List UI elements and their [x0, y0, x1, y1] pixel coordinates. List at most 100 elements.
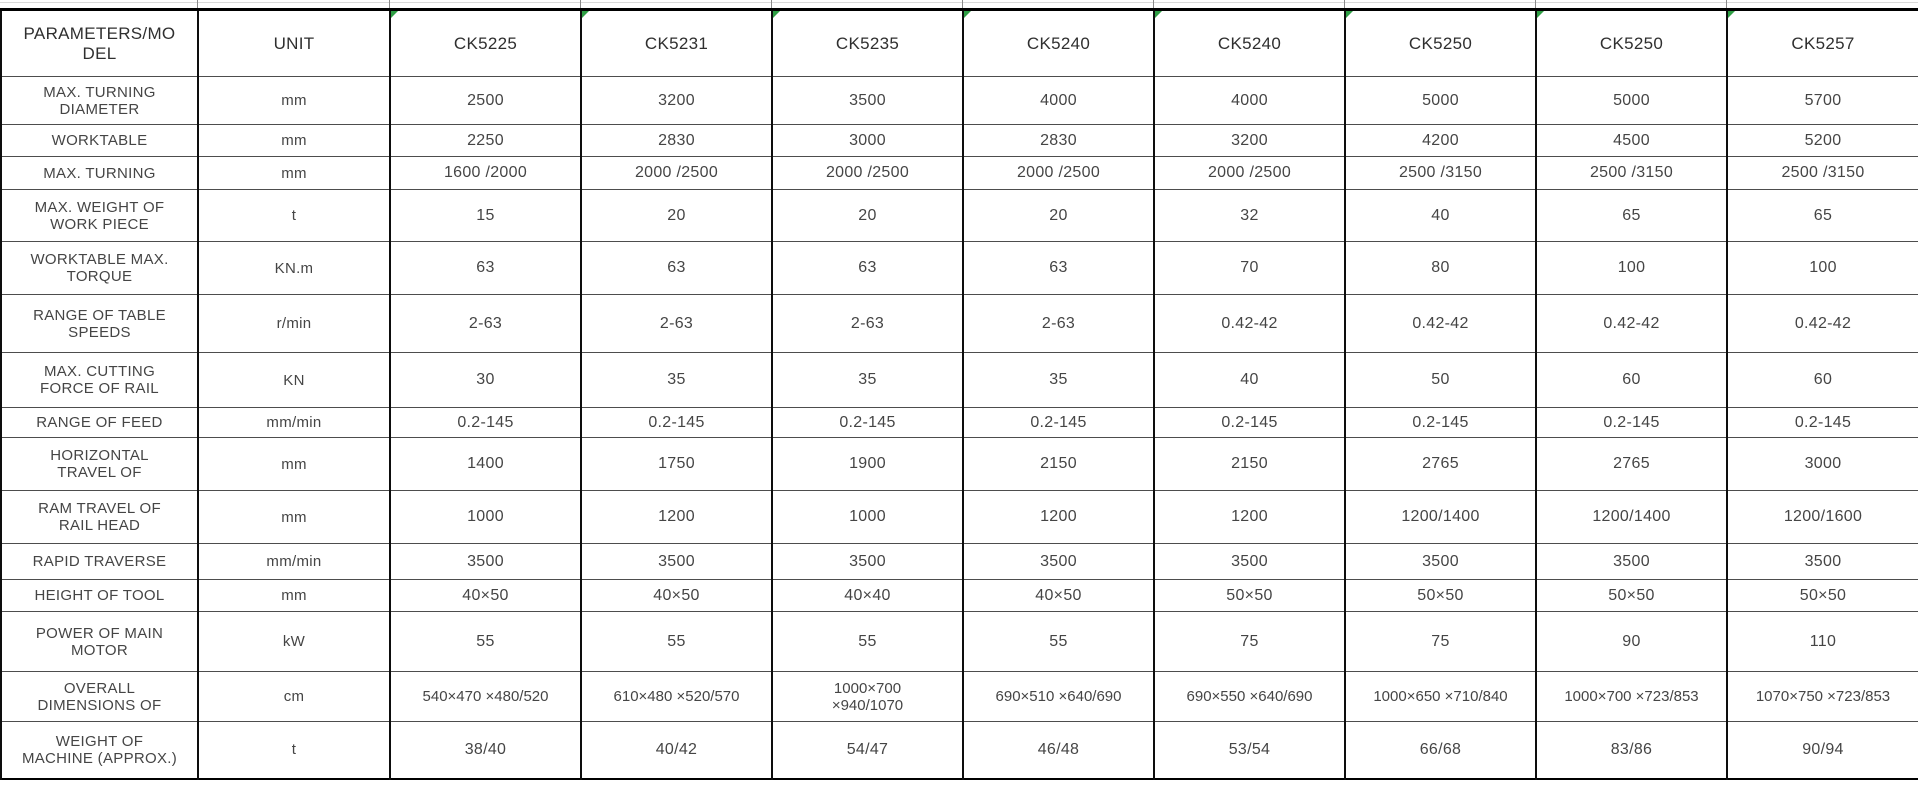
unit-cell: cm: [197, 671, 391, 722]
clipped-row-above: [0, 0, 1918, 8]
value-cell: 5700: [1726, 76, 1918, 125]
value-cell: 90: [1535, 611, 1728, 672]
value-cell: 75: [1344, 611, 1537, 672]
row-label-cell: RANGE OF FEED: [0, 407, 199, 438]
value-cell: 63: [771, 241, 964, 295]
value-cell: 54/47: [771, 721, 964, 779]
remnant-gridline-vertical: [1726, 0, 1727, 8]
value-cell: 4000: [962, 76, 1155, 125]
value-cell: 1750: [580, 437, 773, 491]
row-label-cell: MAX. WEIGHT OF WORK PIECE: [0, 189, 199, 242]
column-header-model: CK5240: [962, 9, 1155, 77]
value-cell: 0.42-42: [1535, 294, 1728, 353]
unit-cell: mm/min: [197, 543, 391, 580]
value-cell: 1600 /2000: [389, 156, 582, 190]
value-cell: 3200: [580, 76, 773, 125]
value-cell: 3500: [771, 76, 964, 125]
value-cell: 63: [962, 241, 1155, 295]
value-cell: 3500: [1535, 543, 1728, 580]
unit-cell: mm: [197, 579, 391, 612]
remnant-gridline-vertical: [389, 0, 390, 8]
unit-cell: KN.m: [197, 241, 391, 295]
value-cell: 2500: [389, 76, 582, 125]
value-cell: 690×550 ×640/690: [1153, 671, 1346, 722]
row-label-cell: HORIZONTAL TRAVEL OF: [0, 437, 199, 491]
value-cell: 1200/1600: [1726, 490, 1918, 544]
value-cell: 46/48: [962, 721, 1155, 779]
value-cell: 0.2-145: [1726, 407, 1918, 438]
remnant-gridline-vertical: [962, 0, 963, 8]
value-cell: 80: [1344, 241, 1537, 295]
column-header-model: CK5240: [1153, 9, 1346, 77]
value-cell: 2830: [580, 124, 773, 157]
value-cell: 35: [580, 352, 773, 408]
value-cell: 1200: [962, 490, 1155, 544]
table-row: MAX. CUTTING FORCE OF RAIL KN 30 35 35 3…: [0, 352, 1918, 408]
value-cell: 65: [1535, 189, 1728, 242]
table-row: RAM TRAVEL OF RAIL HEAD mm 1000 1200 100…: [0, 490, 1918, 544]
value-cell: 30: [389, 352, 582, 408]
table-row: HEIGHT OF TOOL mm 40×50 40×50 40×40 40×5…: [0, 579, 1918, 612]
value-cell: 2830: [962, 124, 1155, 157]
value-cell: 0.42-42: [1344, 294, 1537, 353]
value-cell: 40×50: [580, 579, 773, 612]
value-cell: 70: [1153, 241, 1346, 295]
value-cell: 3500: [1726, 543, 1918, 580]
header-row: PARAMETERS/MO DEL UNIT CK5225 CK5231 CK5…: [0, 9, 1918, 77]
value-cell: 3500: [389, 543, 582, 580]
row-label-cell: RAM TRAVEL OF RAIL HEAD: [0, 490, 199, 544]
value-cell: 4200: [1344, 124, 1537, 157]
value-cell: 60: [1726, 352, 1918, 408]
value-cell: 2500 /3150: [1726, 156, 1918, 190]
row-label-cell: POWER OF MAIN MOTOR: [0, 611, 199, 672]
value-cell: 20: [771, 189, 964, 242]
value-cell: 4000: [1153, 76, 1346, 125]
value-cell: 55: [771, 611, 964, 672]
value-cell: 55: [389, 611, 582, 672]
value-cell: 2500 /3150: [1535, 156, 1728, 190]
remnant-gridline-vertical: [1535, 0, 1536, 8]
value-cell: 5200: [1726, 124, 1918, 157]
value-cell: 100: [1726, 241, 1918, 295]
row-label-cell: MAX. TURNING DIAMETER: [0, 76, 199, 125]
value-cell: 40×40: [771, 579, 964, 612]
value-cell: 66/68: [1344, 721, 1537, 779]
unit-cell: r/min: [197, 294, 391, 353]
value-cell: 63: [580, 241, 773, 295]
value-cell: 3200: [1153, 124, 1346, 157]
unit-cell: t: [197, 189, 391, 242]
value-cell: 50×50: [1535, 579, 1728, 612]
value-cell: 3500: [771, 543, 964, 580]
remnant-gridline-vertical: [1153, 0, 1154, 8]
value-cell: 0.2-145: [771, 407, 964, 438]
value-cell: 1200: [580, 490, 773, 544]
value-cell: 2-63: [389, 294, 582, 353]
row-label-cell: WORKTABLE: [0, 124, 199, 157]
value-cell: 1000×700 ×940/1070: [771, 671, 964, 722]
value-cell: 2000 /2500: [771, 156, 964, 190]
value-cell: 65: [1726, 189, 1918, 242]
value-cell: 1000×700 ×723/853: [1535, 671, 1728, 722]
remnant-gridline-horizontal: [0, 2, 1918, 3]
value-cell: 0.2-145: [1153, 407, 1346, 438]
unit-cell: kW: [197, 611, 391, 672]
value-cell: 3500: [1153, 543, 1346, 580]
value-cell: 2150: [1153, 437, 1346, 491]
unit-cell: mm: [197, 156, 391, 190]
row-label-cell: WEIGHT OF MACHINE (APPROX.): [0, 721, 199, 779]
value-cell: 2000 /2500: [962, 156, 1155, 190]
remnant-gridline-vertical: [580, 0, 581, 8]
table-row: RANGE OF TABLE SPEEDS r/min 2-63 2-63 2-…: [0, 294, 1918, 353]
value-cell: 50×50: [1726, 579, 1918, 612]
row-label-cell: OVERALL DIMENSIONS OF: [0, 671, 199, 722]
value-cell: 1200/1400: [1535, 490, 1728, 544]
table-row: MAX. WEIGHT OF WORK PIECE t 15 20 20 20 …: [0, 189, 1918, 242]
value-cell: 55: [580, 611, 773, 672]
value-cell: 40: [1344, 189, 1537, 242]
table-row: OVERALL DIMENSIONS OF cm 540×470 ×480/52…: [0, 671, 1918, 722]
unit-cell: KN: [197, 352, 391, 408]
column-header-model: CK5257: [1726, 9, 1918, 77]
value-cell: 2150: [962, 437, 1155, 491]
value-cell: 0.2-145: [1535, 407, 1728, 438]
table-row: POWER OF MAIN MOTOR kW 55 55 55 55 75 75…: [0, 611, 1918, 672]
